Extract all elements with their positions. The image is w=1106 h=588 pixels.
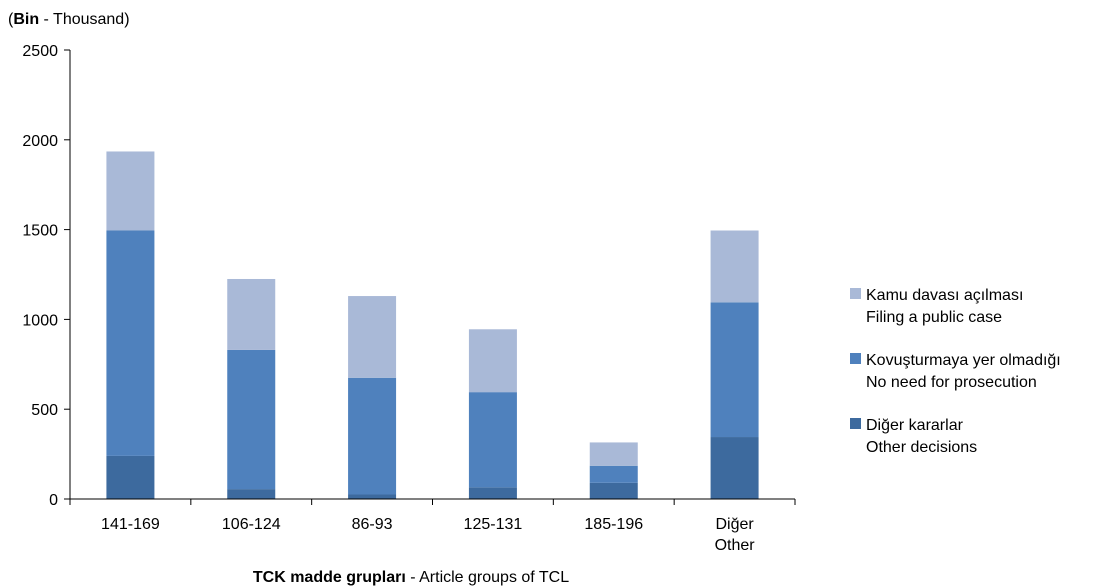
bar-segment-series-0-cat-2 bbox=[348, 494, 397, 499]
bar-segment-series-0-cat-4 bbox=[589, 482, 638, 499]
y-tick-label: 500 bbox=[31, 402, 58, 419]
legend-swatch bbox=[850, 418, 861, 429]
x-axis: 141-169 106-124 86-93 125-131 185-196 Diğer Ot… bbox=[69, 498, 796, 554]
x-category-label: 141-169 bbox=[101, 516, 160, 533]
y-tick-label: 1000 bbox=[22, 312, 58, 329]
bar-segment-series-1-cat-3 bbox=[468, 392, 517, 488]
bar-segment-series-1-cat-5 bbox=[710, 302, 759, 438]
x-axis-title-rest: - Article groups of TCL bbox=[406, 569, 569, 586]
bar-segment-series-1-cat-2 bbox=[348, 377, 397, 495]
x-category-label: 185-196 bbox=[584, 516, 643, 533]
unit-label-rest: - Thousand) bbox=[39, 11, 129, 28]
bar-segment-series-0-cat-5 bbox=[710, 437, 759, 499]
bar-segment-series-2-cat-1 bbox=[227, 278, 276, 350]
bar-segment-series-0-cat-0 bbox=[106, 455, 155, 499]
x-category-label: 86-93 bbox=[352, 516, 393, 533]
y-axis: 0 500 1000 1500 2000 2500 bbox=[22, 43, 71, 509]
bar-segment-series-2-cat-5 bbox=[710, 230, 759, 303]
plot-area bbox=[106, 151, 759, 499]
legend: Kamu davası açılması Filing a public case… bbox=[850, 287, 1061, 456]
y-tick-label: 2500 bbox=[22, 43, 58, 60]
bar-segment-series-1-cat-1 bbox=[227, 349, 276, 490]
legend-label: Kovuşturmaya yer olmadığı No need for pro… bbox=[866, 352, 1061, 391]
x-axis-title: TCK madde grupları - Article groups of T… bbox=[253, 569, 569, 586]
x-category-label: 125-131 bbox=[464, 516, 523, 533]
bar-segment-series-0-cat-1 bbox=[227, 489, 276, 499]
y-tick-label: 0 bbox=[49, 492, 58, 509]
legend-swatch bbox=[850, 288, 861, 299]
legend-label: Kamu davası açılması Filing a public case bbox=[866, 287, 1023, 326]
unit-label-bold: Bin bbox=[13, 11, 39, 28]
bar-segment-series-0-cat-3 bbox=[468, 487, 517, 499]
bar-segment-series-1-cat-0 bbox=[106, 230, 155, 456]
legend-swatch bbox=[850, 353, 861, 364]
unit-label: (Bin - Thousand) bbox=[8, 11, 130, 28]
bar-segment-series-2-cat-2 bbox=[348, 296, 397, 378]
x-category-label: 106-124 bbox=[222, 516, 281, 533]
bar-segment-series-2-cat-3 bbox=[468, 329, 517, 393]
bar-segment-series-1-cat-4 bbox=[589, 465, 638, 483]
x-category-label: Diğer Other bbox=[715, 516, 756, 554]
unit-label-prefix: ( bbox=[8, 11, 14, 28]
bar-segment-series-2-cat-0 bbox=[106, 151, 155, 231]
bar-segment-series-2-cat-4 bbox=[589, 442, 638, 466]
y-tick-label: 2000 bbox=[22, 133, 58, 150]
y-tick-label: 1500 bbox=[22, 223, 58, 240]
legend-label: Diğer kararlar Other decisions bbox=[866, 417, 977, 456]
x-axis-title-bold: TCK madde grupları bbox=[253, 569, 406, 586]
